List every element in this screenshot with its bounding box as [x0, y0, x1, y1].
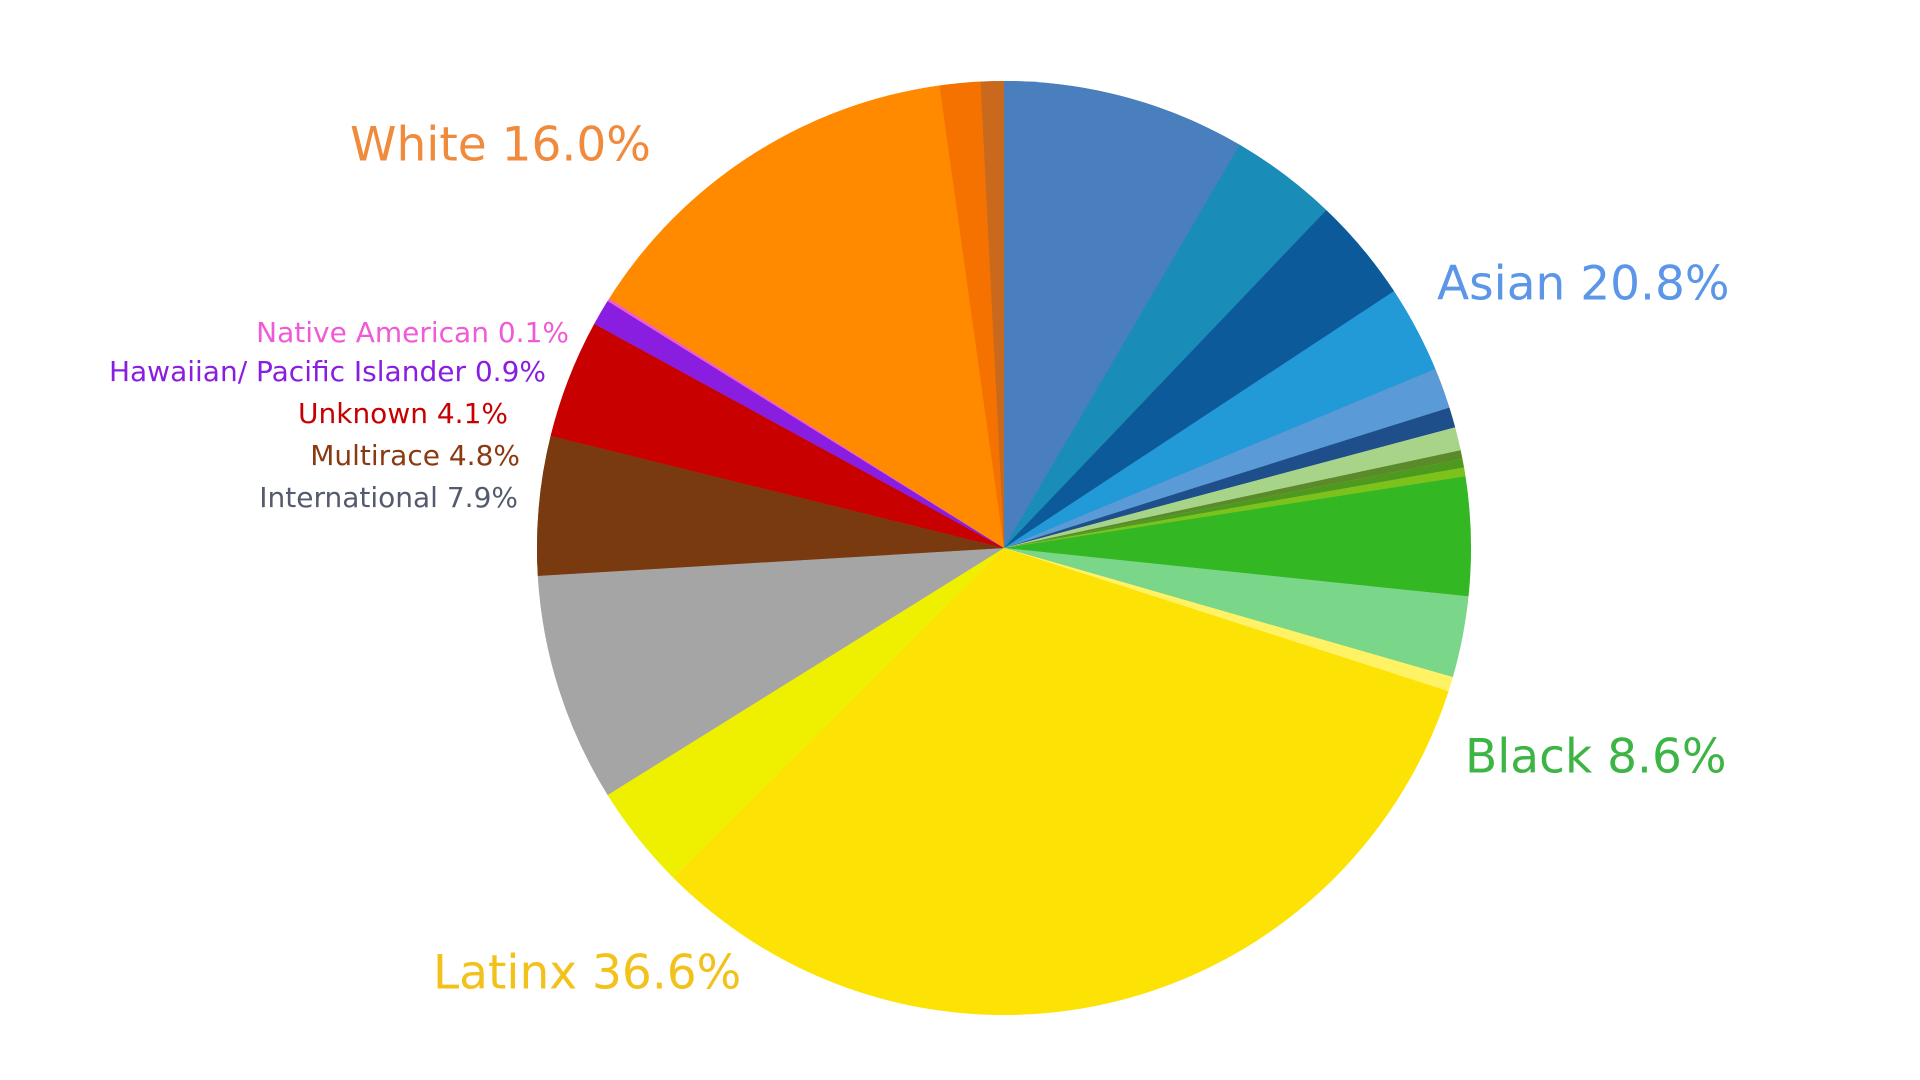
pie-sub-slice [594, 301, 1004, 548]
pie-sub-slice [1004, 427, 1461, 548]
pie-sub-slice [1004, 210, 1395, 548]
pie-sub-slice [1004, 548, 1469, 678]
pie-sub-slice [1004, 467, 1466, 548]
pie-sub-slice [1004, 291, 1436, 548]
slice-label: Latinx 36.6% [433, 946, 741, 1001]
pie-sub-slice [939, 81, 1004, 548]
pie-sub-slice [536, 435, 1004, 576]
slice-label: International 7.9% [259, 481, 518, 514]
pie-sub-slice [1004, 476, 1472, 597]
slice-label: Native American 0.1% [256, 316, 569, 349]
slice-label: Asian 20.8% [1437, 257, 1730, 312]
pie-sub-slice [1004, 144, 1327, 548]
slice-label: White 16.0% [350, 118, 651, 173]
pie-sub-slice [550, 323, 1004, 548]
pie-sub-slice [607, 548, 1004, 878]
pie-sub-slice [1004, 81, 1240, 548]
pie-sub-slice [1004, 368, 1450, 548]
pie-sub-slice [537, 548, 1004, 795]
pie-sub-slice [607, 298, 1004, 548]
pie-sub-slice [1004, 450, 1463, 548]
pie-sub-slice [980, 81, 1004, 548]
pie-sub-slice [1004, 407, 1456, 548]
slice-label: Black 8.6% [1465, 730, 1727, 785]
pie-sub-slice [1004, 548, 1453, 692]
slice-label: Multirace 4.8% [310, 439, 520, 472]
pie-sub-slice [1004, 458, 1465, 548]
slice-label: Unknown 4.1% [298, 397, 508, 430]
pie-sub-slice [673, 548, 1449, 1015]
slice-label: Hawaiian/ Pacific Islander 0.9% [109, 355, 546, 388]
pie-sub-slice [609, 85, 1004, 549]
